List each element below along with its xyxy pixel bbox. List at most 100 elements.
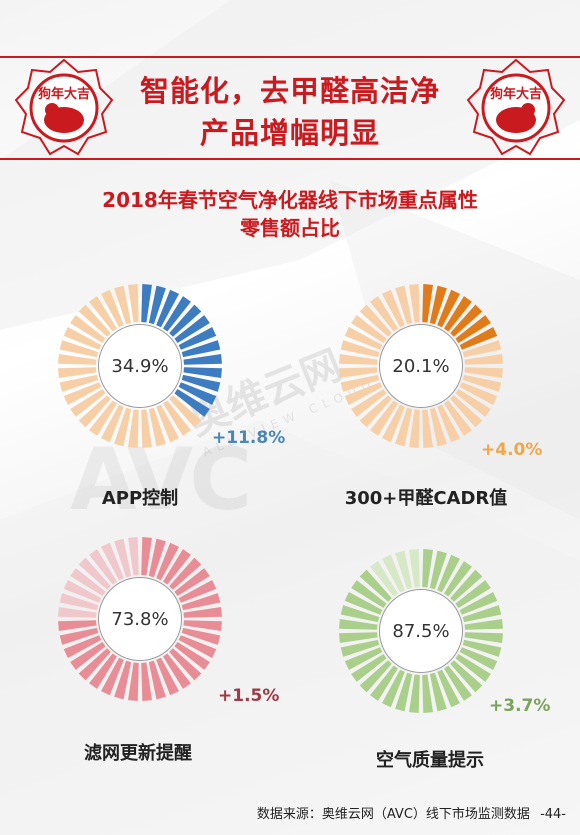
share-segment-cadr: [444, 296, 472, 332]
remainder-segment-cadr: [455, 389, 491, 417]
remainder-segment-app-control: [89, 296, 117, 332]
remainder-segment-cadr: [464, 367, 503, 378]
share-segment-app-control: [178, 326, 217, 350]
share-segment-air-quality: [359, 660, 392, 693]
share-segment-air-quality: [450, 660, 483, 693]
remainder-segment-cadr: [437, 404, 461, 443]
remainder-segment-cadr: [359, 395, 392, 428]
share-segment-air-quality: [340, 605, 380, 623]
remainder-segment-cadr: [459, 382, 498, 406]
change-filter-reminder: +1.5%: [218, 686, 280, 706]
share-segment-filter-reminder: [183, 620, 222, 631]
lucky-stamp-left: 狗年大吉: [14, 58, 114, 156]
donut-chart-cadr: [339, 284, 503, 448]
remainder-segment-cadr: [344, 382, 383, 406]
remainder-segment-app-control: [100, 404, 124, 443]
share-segment-cadr: [450, 304, 483, 337]
remainder-segment-cadr: [370, 400, 398, 436]
change-air-quality: +3.7%: [489, 696, 551, 716]
remainder-segment-app-control: [59, 340, 99, 358]
share-segment-air-quality: [422, 674, 433, 713]
remainder-segment-cadr: [464, 354, 503, 365]
chart-subtitle-line1: 2018年春节空气净化器线下市场重点属性: [102, 188, 478, 212]
share-segment-air-quality: [344, 591, 383, 615]
remainder-segment-filter-reminder: [70, 568, 106, 596]
remainder-segment-filter-reminder: [89, 549, 117, 585]
donut-center-app-control: 34.9%: [98, 324, 182, 408]
remainder-segment-cadr: [339, 354, 378, 365]
remainder-segment-cadr: [381, 289, 405, 328]
remainder-segment-cadr: [395, 407, 413, 447]
remainder-segment-app-control: [128, 284, 139, 323]
remainder-segment-cadr: [422, 409, 433, 448]
donut-center-air-quality: 87.5%: [379, 589, 463, 673]
stamp-text-right: 狗年大吉: [490, 86, 542, 102]
share-segment-filter-reminder: [78, 648, 111, 681]
share-segment-app-control: [174, 315, 210, 343]
remainder-segment-app-control: [163, 400, 191, 436]
share-segment-filter-reminder: [163, 653, 191, 689]
remainder-segment-app-control: [128, 409, 139, 448]
remainder-segment-filter-reminder: [100, 542, 124, 581]
remainder-segment-app-control: [156, 404, 180, 443]
remainder-segment-app-control: [169, 395, 202, 428]
remainder-segment-filter-reminder: [128, 537, 139, 576]
remainder-segment-app-control: [63, 326, 102, 350]
remainder-segment-app-control: [58, 367, 97, 378]
label-filter-reminder: 滤网更新提醒: [84, 743, 192, 764]
remainder-segment-app-control: [100, 289, 124, 328]
share-segment-air-quality: [429, 550, 447, 590]
remainder-segment-cadr: [351, 315, 387, 343]
share-segment-air-quality: [351, 654, 387, 682]
remainder-segment-cadr: [344, 326, 383, 350]
share-segment-filter-reminder: [100, 657, 124, 696]
share-segment-air-quality: [444, 665, 472, 701]
remainder-segment-cadr: [359, 304, 392, 337]
donut-center-cadr: 20.1%: [379, 324, 463, 408]
remainder-segment-air-quality: [370, 561, 398, 597]
donut-chart-air-quality: [339, 549, 503, 713]
label-app-control: APP控制: [101, 488, 179, 509]
share-segment-filter-reminder: [70, 642, 106, 670]
share-segment-air-quality: [459, 647, 498, 671]
remainder-segment-filter-reminder: [63, 579, 102, 603]
share-segment-app-control: [169, 304, 202, 337]
share-segment-app-control: [174, 389, 210, 417]
share-segment-app-control: [148, 285, 166, 325]
remainder-segment-cadr: [381, 404, 405, 443]
remainder-segment-cadr: [351, 389, 387, 417]
chart-subtitle-line2: 零售额占比: [240, 216, 340, 240]
share-segment-filter-reminder: [174, 642, 210, 670]
share-segment-filter-reminder: [181, 593, 221, 611]
share-segment-air-quality: [462, 639, 502, 657]
remainder-segment-cadr: [462, 340, 502, 358]
remainder-segment-app-control: [89, 400, 117, 436]
share-segment-app-control: [163, 296, 191, 332]
share-segment-filter-reminder: [163, 549, 191, 585]
share-segment-filter-reminder: [169, 557, 202, 590]
share-segment-air-quality: [344, 647, 383, 671]
share-segment-cadr: [455, 315, 491, 343]
remainder-segment-cadr: [395, 285, 413, 325]
avc-watermark: AVC: [70, 430, 252, 530]
share-segment-filter-reminder: [169, 648, 202, 681]
remainder-segment-air-quality: [395, 550, 413, 590]
change-app-control: +11.8%: [212, 428, 286, 448]
footer: 数据来源：奥维云网（AVC）线下市场监测数据 -44-: [257, 803, 566, 822]
remainder-segment-cadr: [340, 340, 380, 358]
lucky-stamp-right: 狗年大吉: [466, 58, 566, 156]
share-segment-air-quality: [395, 672, 413, 712]
share-segment-air-quality: [437, 669, 461, 708]
share-segment-air-quality: [340, 639, 380, 657]
share-segment-air-quality: [359, 569, 392, 602]
share-segment-filter-reminder: [63, 635, 102, 659]
header-bar: [0, 56, 580, 160]
share-segment-filter-reminder: [128, 662, 139, 701]
change-cadr: +4.0%: [481, 440, 543, 460]
stamp-text-left: 狗年大吉: [38, 86, 90, 102]
remainder-segment-app-control: [141, 409, 152, 448]
remainder-segment-filter-reminder: [58, 607, 97, 618]
share-segment-filter-reminder: [181, 627, 221, 645]
page-number: -44-: [540, 807, 566, 822]
remainder-segment-app-control: [114, 285, 132, 325]
